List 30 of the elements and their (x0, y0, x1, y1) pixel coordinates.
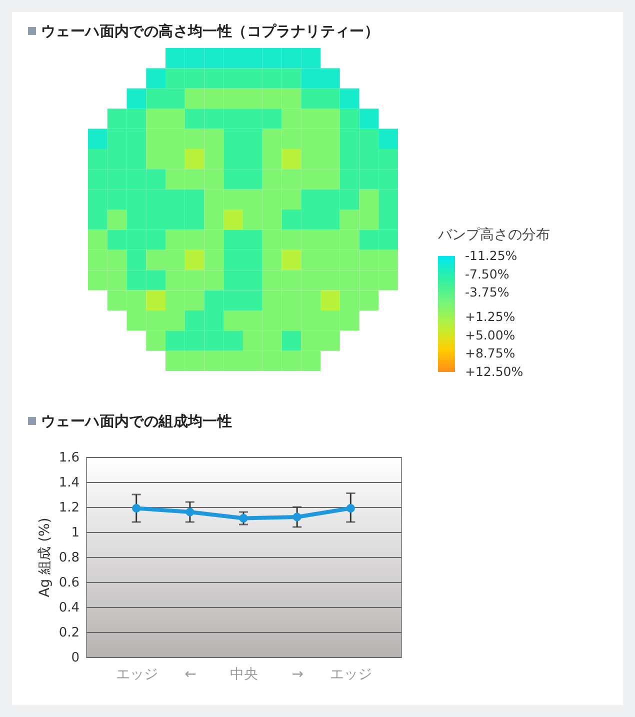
y-tick-label: 0.8 (58, 550, 80, 566)
x-tick-label: → (292, 666, 304, 682)
color-bar-label: +1.25% (465, 309, 516, 324)
color-bar-label: +8.75% (465, 346, 516, 361)
y-tick-label: 1 (71, 526, 80, 540)
y-tick-label: 0 (71, 650, 80, 666)
point (292, 512, 302, 522)
x-tick-label: エッジ (116, 666, 158, 682)
y-tick-label: 0.4 (58, 600, 80, 616)
y-tick-label: 0.2 (58, 626, 80, 640)
y-tick-label: 1.2 (58, 500, 80, 516)
y-tick-label: 1.6 (58, 450, 80, 466)
y-axis-title: Ag 組成 (%) (36, 518, 53, 598)
x-tick-label: エッジ (330, 666, 372, 682)
chart-title: ウェーハ面内での高さ均一性（コプラナリティー） (41, 22, 380, 40)
chart-title: ウェーハ面内での組成均一性 (41, 412, 232, 430)
color-bar-label: +12.50% (465, 364, 524, 379)
y-tick-label: 1.4 (58, 476, 80, 490)
x-tick-label: 中央 (230, 666, 258, 682)
point (132, 504, 141, 513)
color-bar-label: +5.00% (465, 327, 516, 342)
point (186, 508, 194, 516)
color-bar-label: -3.75% (465, 284, 510, 300)
point (239, 514, 248, 523)
color-bar-title: バンプ高さの分布 (437, 227, 550, 243)
color-bar-label: -11.25% (465, 248, 518, 263)
color-bar-label: -7.50% (465, 266, 510, 282)
point (346, 504, 355, 513)
y-tick-label: 0.6 (58, 576, 80, 590)
x-tick-label: ← (184, 666, 196, 682)
